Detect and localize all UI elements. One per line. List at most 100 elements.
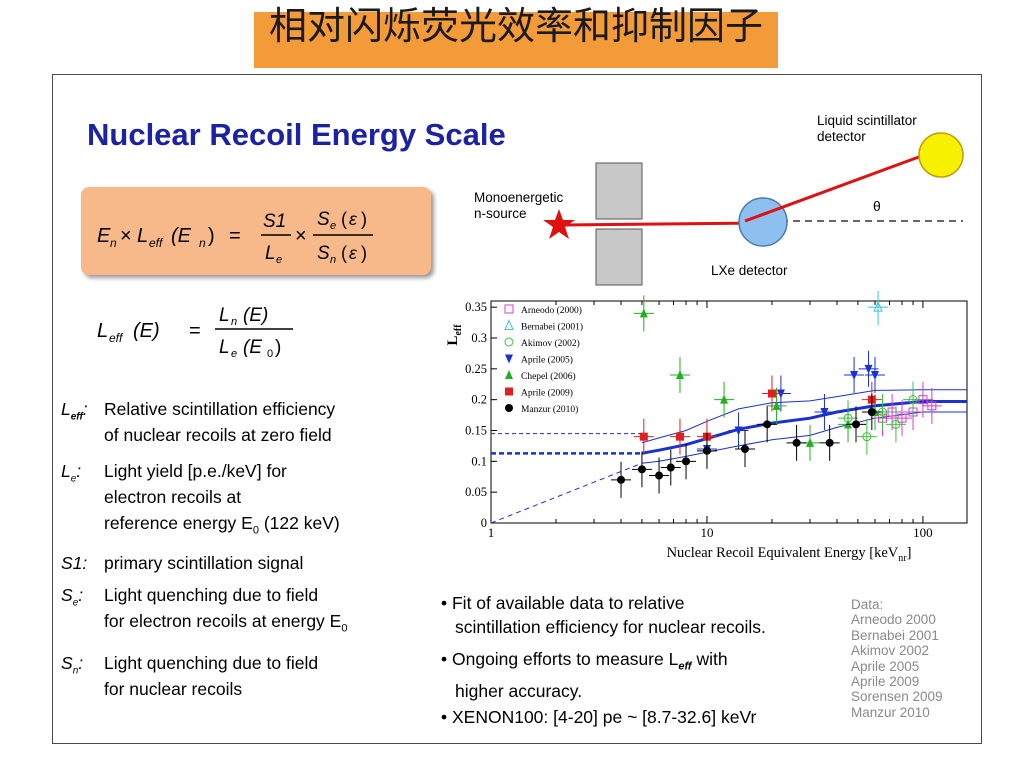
data-point [864, 364, 873, 374]
legend-marker [504, 304, 514, 314]
definition-line: Light quenching due to field [104, 653, 319, 673]
definition-le: Le: Light yield [p.e./keV] for electron … [61, 459, 421, 539]
formula-2: L eff (E) = L n (E) L e (E 0 ) [97, 305, 293, 360]
experiment-diagram: θ [543, 132, 964, 286]
formula-1: E n × L eff (E n ) = S1 L e × S e ( ε ) [97, 209, 373, 266]
formula2-le-sub: e [231, 348, 237, 360]
definition-symbol: Se: [61, 585, 84, 609]
formula-sn-sub: n [330, 254, 336, 266]
data-list-item: Arneodo 2000 [851, 612, 936, 628]
definition-symbol: S1: [61, 553, 88, 573]
data-point [675, 370, 684, 379]
y-axis-label: Leff [445, 324, 464, 346]
data-point [740, 445, 749, 453]
legend-marker [505, 370, 513, 379]
formula2-e0: (E [243, 337, 262, 358]
legend-marker [504, 337, 514, 347]
legend-label: Akimov (2002) [521, 338, 580, 349]
formula-eps-2: ε [349, 243, 358, 263]
x-axis-label: Nuclear Recoil Equivalent Energy [keVnr] [667, 545, 912, 564]
data-point [862, 432, 872, 442]
formula2-ln-sub: n [231, 316, 237, 328]
formula-e: E [97, 225, 111, 247]
svg-text:): ) [361, 209, 367, 229]
formula-le: L [265, 243, 276, 264]
data-list-item: Data: [851, 597, 884, 612]
data-point [873, 300, 883, 312]
title-banner [254, 12, 778, 68]
formula-se: S [317, 209, 330, 230]
formula-eff-sub: eff [149, 236, 164, 250]
formula-eps: ε [349, 209, 358, 229]
formula2-equals: = [189, 320, 201, 342]
formula-sn: S [317, 243, 330, 264]
data-point [908, 395, 918, 405]
x-tick-label: 1 [488, 525, 495, 540]
theta-label: θ [873, 198, 881, 214]
data-list-item: Bernabei 2001 [851, 627, 939, 643]
data-point [844, 419, 853, 429]
data-point [772, 400, 781, 410]
data-point [805, 437, 814, 447]
formula2-le: L [219, 337, 230, 358]
y-tick-label: 0.05 [465, 485, 487, 499]
data-point [767, 389, 776, 398]
legend-marker [505, 354, 513, 364]
definition-sn: Sn: Light quenching due to field for nuc… [61, 651, 421, 705]
legend-marker [505, 387, 513, 396]
formula2-ln: L [219, 305, 230, 326]
definition-symbol: Sn: [61, 653, 84, 677]
y-tick-label: 0 [481, 516, 487, 530]
data-point [871, 371, 880, 380]
collimator-bottom [595, 228, 643, 286]
legend-label: Aprile (2005) [521, 355, 573, 366]
lxe-detector-label: LXe detector [711, 263, 788, 278]
data-point [682, 457, 691, 466]
formula-paren-e: (E [171, 225, 192, 247]
bullet-xenon100: • XENON100: [4-20] pe ~ [8.7-32.6] keVr [441, 707, 757, 727]
formula2-ln-e: (E) [243, 305, 268, 326]
legend-label: Aprile (2009) [521, 388, 573, 399]
definition-line: primary scintillation signal [104, 553, 304, 573]
neutron-beam [562, 221, 764, 227]
definition-line: Relative scintillation efficiency [104, 399, 336, 419]
slide-heading-chinese: 相对闪烁荧光效率和抑制因子 [268, 4, 763, 48]
data-point [891, 419, 901, 429]
data-point [675, 432, 684, 441]
data-list-item: Aprile 2009 [851, 674, 920, 690]
y-tick-label: 0.35 [465, 300, 487, 314]
y-tick-label: 0.25 [465, 362, 487, 376]
x-tick-label: 100 [913, 525, 933, 540]
liquid-scintillator-icon [918, 132, 964, 178]
definition-se: Se: Light quenching due to field for ele… [61, 583, 441, 637]
legend-label: Bernabei (2001) [521, 322, 583, 333]
fit-mean-curve [641, 400, 967, 455]
svg-text:): ) [361, 243, 367, 263]
definition-line: of nuclear recoils at zero field [104, 425, 332, 445]
formula-paren-close: ) [208, 225, 215, 247]
y-tick-label: 0.1 [471, 454, 487, 468]
liquid-scintillator-label: Liquid scintillator detector [817, 113, 917, 144]
legend-marker [505, 404, 513, 412]
data-point [702, 446, 711, 455]
slide-frame: Nuclear Recoil Energy Scale E n × L eff … [52, 74, 982, 744]
formula2-e: (E) [133, 320, 160, 342]
data-point [852, 420, 861, 429]
formula-l: L [137, 225, 148, 247]
data-point [734, 426, 743, 436]
data-point [792, 438, 801, 447]
data-point [825, 438, 834, 447]
definition-symbol: Leff: [61, 399, 88, 423]
data-point [666, 463, 675, 472]
formula2-close: ) [275, 337, 281, 358]
definition-symbol: Le: [61, 461, 82, 485]
definition-leff: Leff: Relative scintillation efficiency … [61, 397, 421, 447]
data-point [867, 408, 876, 416]
y-tick-label: 0.15 [465, 424, 487, 438]
formula-times: × [120, 225, 132, 247]
legend-label: Arneodo (2000) [521, 305, 582, 316]
y-tick-label: 0.2 [471, 393, 487, 407]
definition-line: for electron recoils at energy E0 [104, 611, 348, 635]
x-tick-label: 10 [700, 525, 713, 540]
bullet-ongoing: • Ongoing efforts to measure Leff with h… [441, 649, 728, 701]
